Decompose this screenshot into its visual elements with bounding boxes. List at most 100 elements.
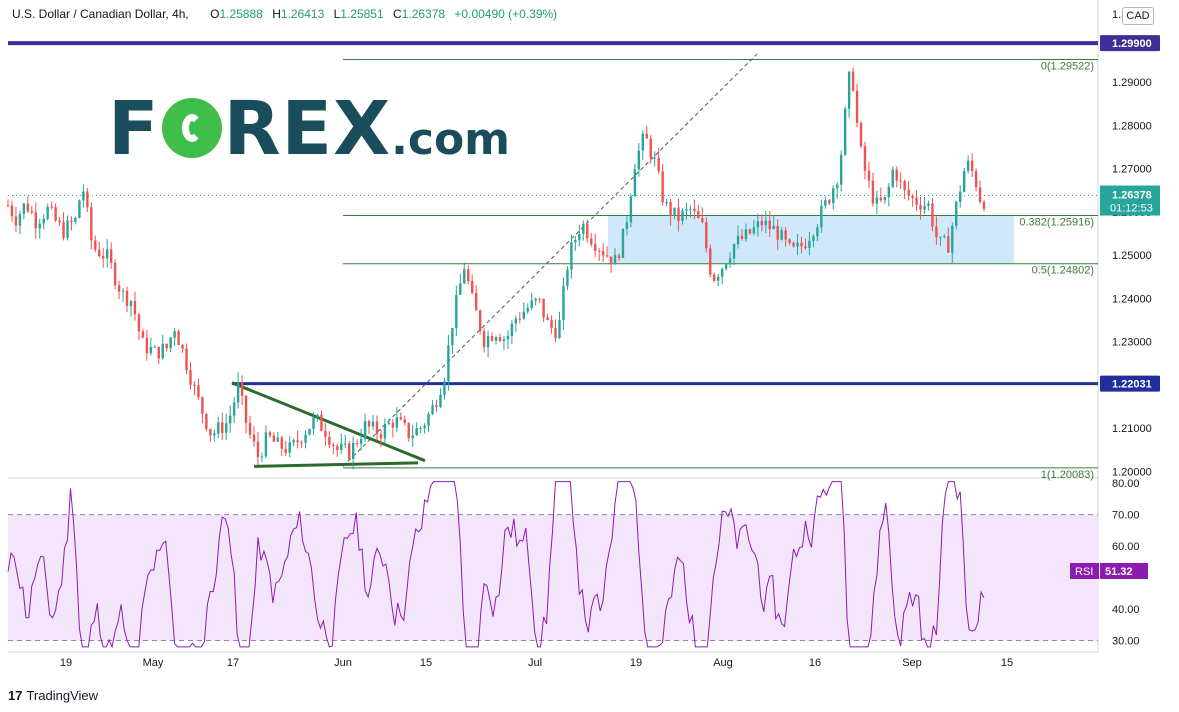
price-tick-label: 1.29000 (1112, 77, 1152, 89)
price-tick-label: 1.27000 (1112, 164, 1152, 176)
candle-body (312, 417, 315, 430)
candle-body (522, 311, 525, 319)
candle-body (514, 318, 518, 324)
candle-body (962, 170, 966, 192)
candle-body (387, 422, 391, 425)
candle-body (181, 344, 184, 349)
candle-body (423, 425, 426, 429)
candle-body (94, 240, 97, 250)
candle-body (915, 197, 918, 206)
candle-body (808, 240, 811, 249)
candle-body (661, 171, 664, 203)
forex-coin-icon (161, 98, 222, 158)
candle-body (879, 197, 883, 201)
candle-body (764, 220, 768, 226)
candle-body (828, 200, 831, 204)
candle-body (586, 224, 589, 239)
candle-body (578, 233, 581, 241)
candle-body (54, 207, 57, 221)
candle-body (403, 419, 406, 423)
candle-body (205, 413, 208, 429)
candle-body (236, 382, 240, 403)
price-tick-label: 1.21000 (1112, 423, 1152, 435)
candle-body (264, 432, 268, 457)
candle-body (955, 201, 958, 226)
candle-body (903, 181, 906, 190)
price-tick-label: 1.28000 (1112, 120, 1152, 132)
candle-body (784, 230, 787, 240)
candle-body (415, 428, 418, 436)
candle-body (752, 227, 756, 234)
candles (6, 67, 986, 470)
rsi-value-badge: 51.32 (1105, 566, 1133, 578)
candle-body (340, 443, 343, 451)
candle-body (490, 336, 494, 341)
resistance-price-badge-bg (1100, 35, 1160, 52)
candle-body (165, 343, 168, 349)
candle-body (399, 417, 402, 420)
price-tick-label: 1.24000 (1112, 293, 1152, 305)
candle-body (709, 248, 712, 275)
candle-body (566, 269, 569, 287)
candle-body (411, 435, 414, 439)
candle-body (419, 428, 422, 430)
countdown-label: 01:12:53 (1110, 203, 1153, 215)
resistance-price-badge: 1.29900 (1112, 38, 1152, 50)
candle-body (463, 269, 466, 284)
candle-body (209, 428, 212, 436)
candle-body (574, 240, 577, 243)
candle-body (332, 445, 335, 447)
candle-body (713, 274, 716, 281)
candle-body (526, 307, 529, 312)
currency-button[interactable]: CAD (1122, 7, 1154, 25)
candle-body (427, 414, 430, 426)
candle-body (768, 220, 771, 230)
candle-body (621, 228, 625, 258)
candle-body (367, 421, 371, 427)
candle-body (280, 437, 283, 449)
candle-body (459, 283, 462, 295)
candle-body (66, 220, 69, 238)
time-tick-label: 15 (420, 657, 432, 669)
candle-body (665, 202, 668, 204)
rsi-value-badge-bg (1100, 563, 1148, 579)
candle-body (820, 205, 823, 228)
candle-body (447, 345, 450, 382)
candle-body (78, 200, 81, 218)
candle-body (601, 250, 605, 256)
candle-body (443, 381, 446, 395)
rsi-tick-label: 30.00 (1112, 636, 1140, 648)
candle-body (590, 238, 593, 245)
candle-body (839, 154, 843, 185)
candle-body (169, 337, 172, 349)
candle-body (471, 281, 474, 293)
candle-body (379, 434, 383, 439)
candle-body (613, 255, 617, 265)
candle-body (145, 337, 149, 354)
candle-body (34, 212, 37, 229)
candle-body (871, 180, 875, 204)
candle-body (98, 249, 101, 257)
candle-body (74, 217, 77, 223)
candle-body (677, 207, 680, 221)
candle-body (217, 422, 220, 434)
candle-body (943, 236, 946, 238)
candle-body (109, 249, 113, 263)
rsi-band (8, 514, 1098, 641)
candle-body (887, 186, 890, 198)
candle-body (911, 195, 914, 198)
candle-body (284, 448, 287, 453)
candle-body (292, 440, 295, 443)
candle-body (939, 236, 942, 238)
candle-body (121, 290, 125, 292)
last-price-badge: 1.26378 (1112, 190, 1152, 202)
candle-body (268, 432, 272, 436)
candle-body (451, 327, 454, 346)
candle-body (296, 440, 299, 443)
candle-body (177, 331, 180, 345)
triangle-upper-line (231, 381, 426, 463)
candle-body (308, 429, 311, 435)
candle-body (62, 222, 65, 238)
candle-body (701, 218, 704, 223)
candle-body (161, 343, 164, 359)
